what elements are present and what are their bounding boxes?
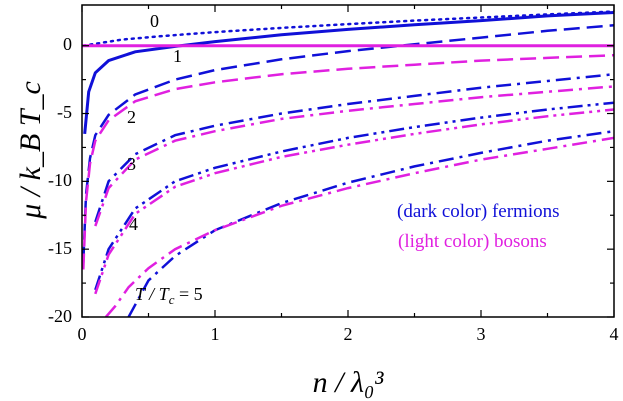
curve-label-2: 2	[127, 107, 136, 127]
fermions-curve-T1	[83, 11, 614, 135]
curve-label-0: 0	[150, 11, 159, 31]
legend-fermions: (dark color) fermions	[397, 201, 560, 222]
x-tick-label-4: 4	[610, 324, 619, 344]
x-tick-label-1: 1	[211, 324, 220, 344]
curves	[82, 10, 614, 317]
fermions-curve-T0	[82, 10, 614, 47]
fermions-curve-T4	[94, 101, 614, 291]
curve-label-3: 3	[127, 154, 136, 174]
x-tick-label-0: 0	[78, 324, 87, 344]
x-tick-label-2: 2	[344, 324, 353, 344]
bosons-curve-T4	[94, 108, 614, 295]
curve-label-5: T / Tc = 5	[135, 284, 203, 307]
fermions-curve-T5	[127, 129, 614, 317]
axis-ticks	[81, 5, 615, 318]
y-tick-label-10: -10	[48, 170, 72, 190]
bosons-curve-T5	[104, 136, 614, 317]
curve-label-1: 1	[173, 46, 182, 66]
bosons-curve-T3	[94, 85, 614, 227]
legend-bosons: (light color) bosons	[398, 231, 547, 252]
fermions-curve-T3	[94, 72, 614, 223]
x-tick-label-3: 3	[477, 324, 486, 344]
curve-label-4: 4	[129, 214, 138, 234]
curve-label-5-subscript: c	[169, 292, 175, 307]
curve-label-5-prefix: T / T	[135, 284, 171, 304]
y-tick-label-5: -5	[57, 102, 72, 122]
curve-label-5-suffix: = 5	[174, 284, 202, 304]
y-tick-label-0: 0	[63, 34, 72, 54]
y-tick-label-15: -15	[48, 238, 72, 258]
y-tick-label-20: -20	[48, 306, 72, 326]
x-axis-title: n / λ₀³	[313, 366, 385, 399]
y-axis-title: μ / k_B T_c	[14, 81, 47, 220]
